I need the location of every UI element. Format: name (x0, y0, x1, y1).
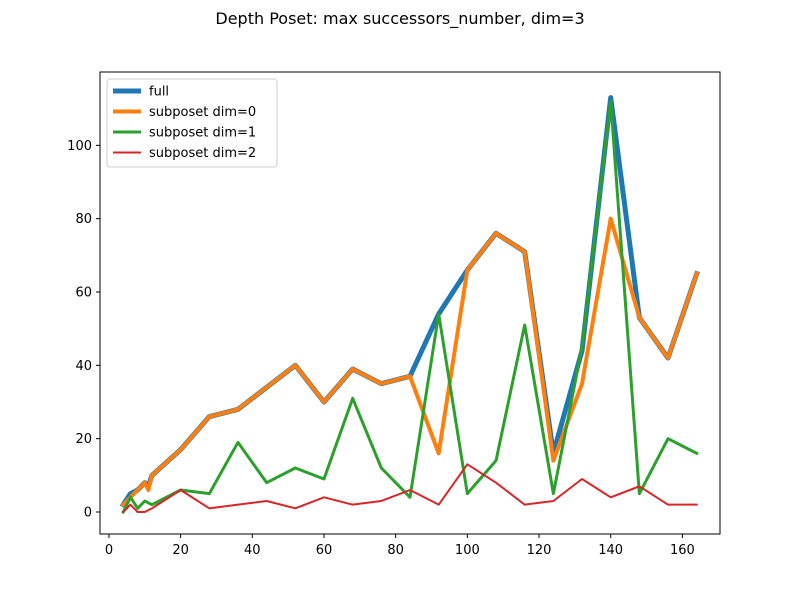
legend-label-1: subposet dim=0 (149, 105, 256, 120)
legend-label-2: subposet dim=1 (149, 126, 256, 141)
chart-title: Depth Poset: max successors_number, dim=… (215, 9, 585, 28)
x-tick-label: 100 (455, 543, 480, 558)
x-tick-label: 40 (244, 543, 261, 558)
legend-box (106, 78, 278, 168)
legend: full subposet dim=0 subposet dim=1 subposet… (106, 78, 278, 168)
x-tick-label: 0 (105, 543, 113, 558)
x-tick-label: 120 (527, 543, 552, 558)
series-line-3 (121, 463, 698, 514)
x-tick-label: 140 (598, 543, 623, 558)
y-tick-label: 80 (75, 212, 92, 227)
x-tick-label: 60 (316, 543, 333, 558)
legend-label-3: subposet dim=2 (149, 146, 256, 161)
legend-label-0: full (149, 85, 169, 100)
y-tick-label: 0 (84, 506, 92, 521)
y-tick-label: 100 (67, 139, 92, 154)
x-axis: 0 20 40 60 80 100 120 140 160 (105, 534, 695, 558)
series-line-1 (120, 216, 700, 508)
x-tick-label: 160 (670, 543, 695, 558)
y-tick-label: 20 (75, 432, 92, 447)
y-axis: 0 20 40 60 80 100 (67, 139, 100, 521)
x-tick-label: 80 (387, 543, 404, 558)
series-layer (119, 95, 700, 515)
y-tick-label: 40 (75, 359, 92, 374)
y-tick-label: 60 (75, 286, 92, 301)
plot-frame (99, 71, 721, 535)
x-tick-label: 20 (172, 543, 189, 558)
series-line-2 (121, 99, 699, 515)
